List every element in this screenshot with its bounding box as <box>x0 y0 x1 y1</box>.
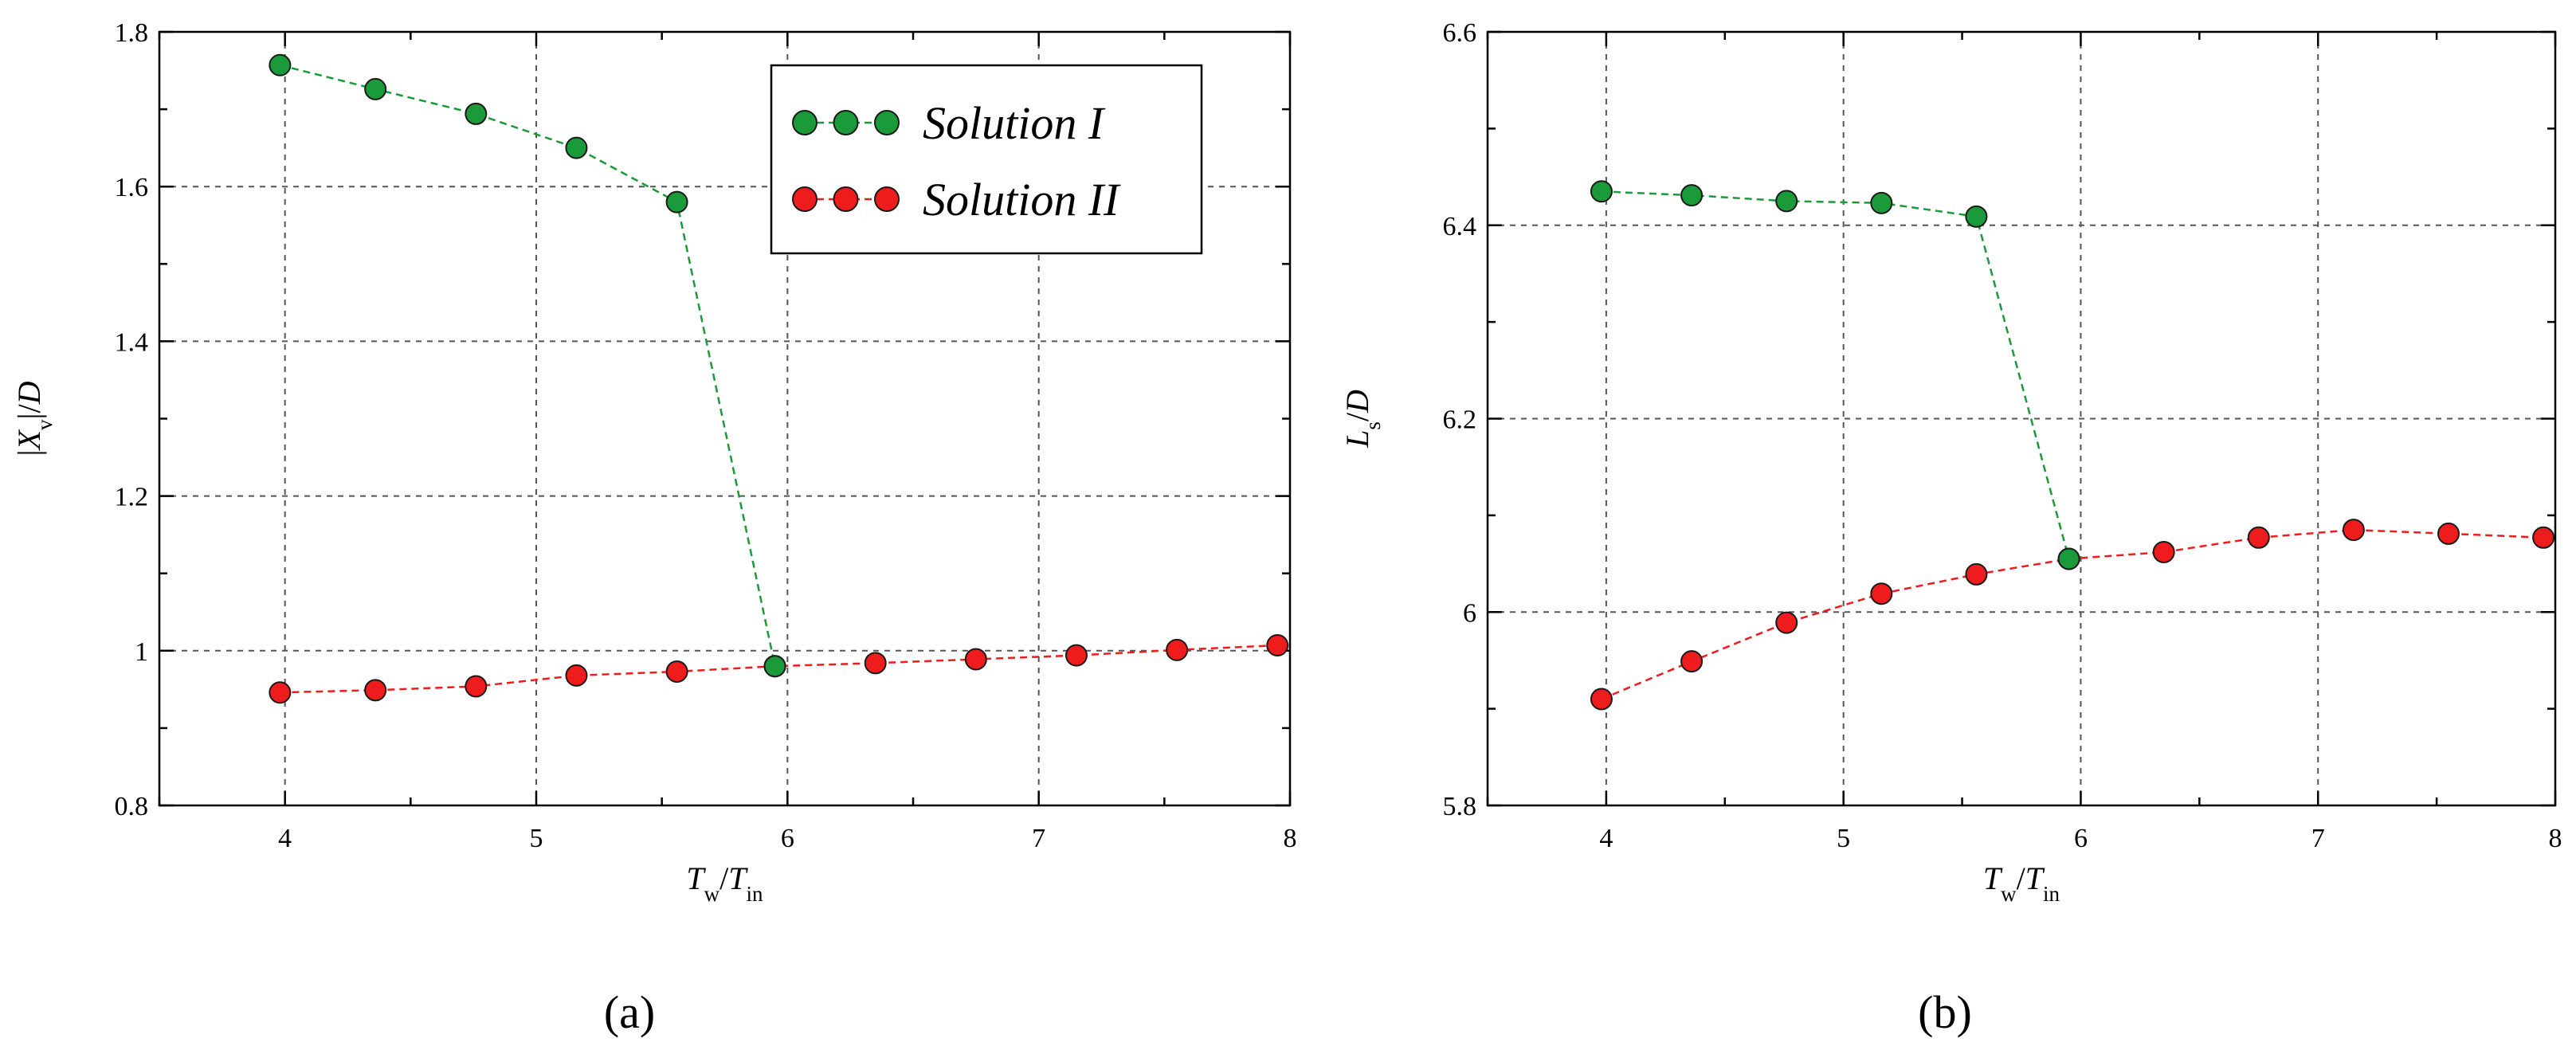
x-tick-label: 8 <box>1284 824 1297 853</box>
data-point-solution-2 <box>1166 638 1189 661</box>
y-tick-label: 6.2 <box>1443 406 1477 435</box>
x-tick-label: 5 <box>530 824 543 853</box>
y-axis-label: |Xv|/D <box>11 381 57 456</box>
legend-marker-2 <box>833 186 859 212</box>
data-point-solution-1 <box>665 190 688 214</box>
chart-panel-b: 4 5 6 7 8 5.8 6 6.2 6.4 6.6 Tw/Tin Ls/D <box>1339 18 2562 906</box>
legend-marker-1 <box>833 110 859 135</box>
data-point-solution-2 <box>964 648 987 671</box>
data-point-solution-2 <box>1965 562 1988 586</box>
y-tick-label: 6 <box>1463 598 1476 628</box>
legend-marker-1 <box>874 110 900 135</box>
gridlines <box>1488 32 2555 805</box>
data-point-solution-2 <box>2247 526 2270 549</box>
legend-label-2: Solution II <box>923 174 1121 225</box>
x-tick-label: 8 <box>2549 824 2562 853</box>
x-axis-label: Tw/Tin <box>1983 860 2060 906</box>
data-point-solution-1 <box>1590 180 1613 203</box>
legend-box <box>770 64 1203 255</box>
data-point-solution-1 <box>763 655 786 678</box>
y-tick-label: 1.8 <box>115 18 149 48</box>
data-point-solution-1 <box>364 77 387 100</box>
data-point-solution-2 <box>269 681 292 704</box>
data-point-solution-1 <box>269 53 292 76</box>
legend: Solution I Solution II <box>770 64 1203 255</box>
x-tick-label: 4 <box>1599 824 1613 853</box>
data-point-solution-1 <box>2057 547 2080 570</box>
x-tick-label: 7 <box>1032 824 1045 853</box>
x-tick-label: 6 <box>781 824 794 853</box>
data-point-solution-1 <box>465 102 488 125</box>
data-point-solution-2 <box>465 675 488 698</box>
data-point-solution-2 <box>2152 540 2175 563</box>
data-point-solution-2 <box>2437 522 2460 545</box>
x-tick-label: 5 <box>1837 824 1850 853</box>
data-point-solution-1 <box>1775 190 1798 213</box>
data-point-solution-2 <box>1775 611 1798 634</box>
data-point-solution-2 <box>2342 519 2365 542</box>
data-point-solution-1 <box>1680 184 1704 207</box>
data-point-solution-2 <box>2532 526 2555 549</box>
legend-marker-2 <box>792 186 817 212</box>
data-point-solution-2 <box>1680 650 1704 673</box>
data-point-solution-2 <box>1065 644 1088 667</box>
panel-label-b: (b) <box>1918 986 1972 1038</box>
legend-marker-2 <box>874 186 900 212</box>
x-tick-label: 4 <box>278 824 292 853</box>
y-tick-label: 1 <box>135 637 148 667</box>
panel-label-a: (a) <box>604 986 655 1038</box>
data-point-solution-1 <box>1870 191 1893 214</box>
chart-panel-a: 4 5 6 7 8 0.8 1 1.2 1.4 1.6 1.8 Tw/Tin |Xv|/D Solutio… <box>11 18 1297 906</box>
legend-label-1: Solution I <box>923 97 1106 149</box>
data-point-solution-2 <box>665 660 688 684</box>
data-point-solution-2 <box>364 679 387 702</box>
x-tick-label: 7 <box>2311 824 2325 853</box>
y-axis-label: Ls/D <box>1339 390 1385 449</box>
y-tick-label: 1.2 <box>115 483 149 512</box>
y-tick-label: 0.8 <box>115 792 149 821</box>
y-tick-label: 1.4 <box>115 327 149 357</box>
y-tick-label: 5.8 <box>1443 792 1477 821</box>
data-point-solution-2 <box>1590 688 1613 711</box>
series-line-1 <box>280 64 776 667</box>
y-tick-label: 6.4 <box>1443 212 1477 241</box>
data-point-solution-1 <box>1965 205 1988 228</box>
data-point-solution-2 <box>1870 582 1893 605</box>
x-axis-label: Tw/Tin <box>686 860 763 906</box>
legend-marker-1 <box>792 110 817 135</box>
y-tick-label: 1.6 <box>115 173 149 202</box>
data-point-solution-2 <box>864 652 887 675</box>
y-tick-label: 6.6 <box>1443 18 1477 48</box>
data-point-solution-2 <box>1266 634 1289 657</box>
series-line-1 <box>1601 190 2070 559</box>
data-point-solution-1 <box>565 136 588 159</box>
x-tick-label: 6 <box>2074 824 2088 853</box>
data-point-solution-2 <box>565 664 588 687</box>
